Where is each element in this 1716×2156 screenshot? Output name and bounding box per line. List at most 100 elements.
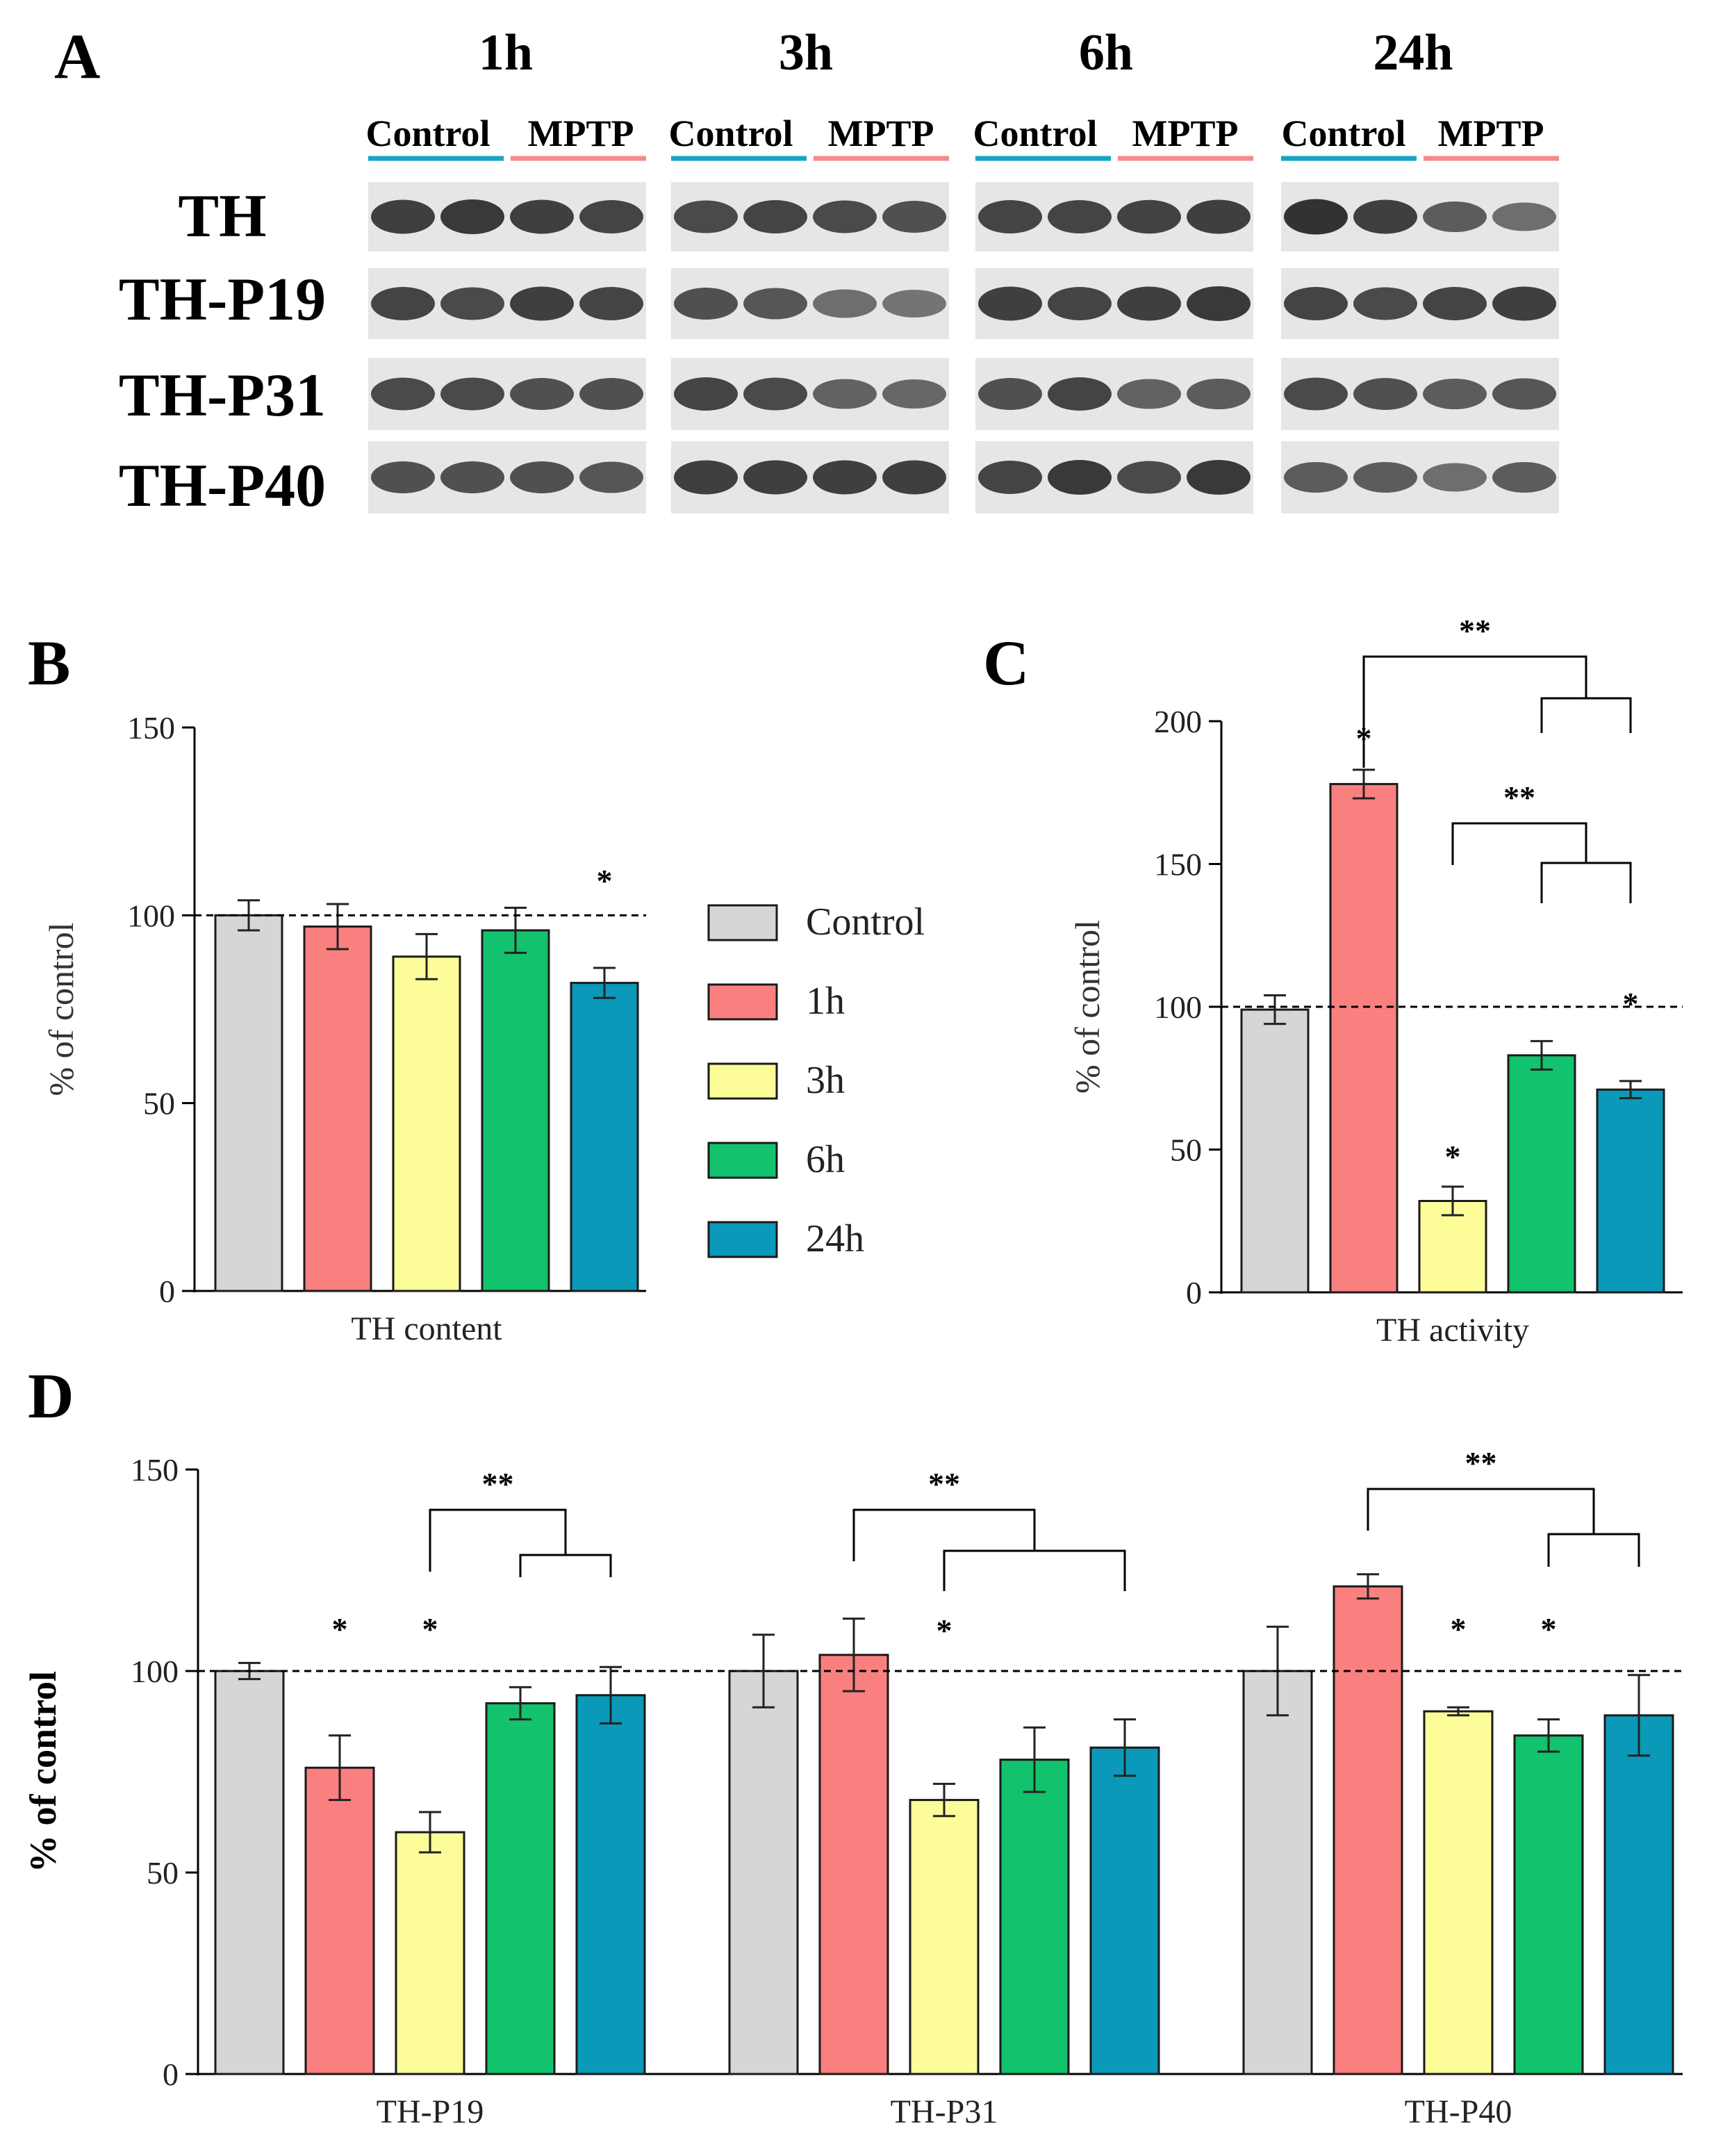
blot-band xyxy=(813,289,877,318)
blot-band xyxy=(674,200,738,233)
legend-swatch-1h xyxy=(707,983,778,1021)
blot-strips xyxy=(368,182,1559,513)
bracket-outer xyxy=(1362,655,1587,768)
blot-band xyxy=(978,200,1042,233)
significance-star: * xyxy=(1623,986,1639,1021)
y-tick-label: 50 xyxy=(143,1086,175,1121)
blot-band xyxy=(882,290,946,318)
y-tick-label: 100 xyxy=(1154,989,1202,1025)
y-tick-label: 150 xyxy=(1154,847,1202,882)
y-tick-label: 150 xyxy=(127,710,175,746)
blot-band xyxy=(1284,287,1348,320)
bar-24h-0 xyxy=(1596,1088,1665,1294)
bracket-outer xyxy=(852,1508,1036,1561)
legend-label-3h: 3h xyxy=(806,1059,845,1102)
bar-3h-0 xyxy=(395,1831,465,2075)
bar-6h-0 xyxy=(485,1702,556,2075)
blot-band xyxy=(978,461,1042,494)
bar-6h-0 xyxy=(1507,1054,1576,1294)
blot-band xyxy=(1423,287,1487,320)
blot-band xyxy=(743,200,807,233)
blot-band xyxy=(743,288,807,320)
blot-band xyxy=(510,461,574,493)
time-label-24h: 24h xyxy=(1373,24,1453,81)
category-label: TH content xyxy=(351,1310,502,1347)
bracket-outer xyxy=(429,1508,567,1572)
blot-band xyxy=(1423,379,1487,409)
bar-24h-0 xyxy=(570,982,639,1292)
bar-control-0 xyxy=(214,1670,285,2075)
y-tick-label: 50 xyxy=(1170,1133,1202,1168)
y-tick-label: 200 xyxy=(1154,704,1202,739)
panel-letter-c: C xyxy=(983,627,1029,698)
western-blot-panel: 1h 3h 6h 24h Control MPTP Control MPTP C… xyxy=(119,24,1559,520)
blot-band xyxy=(1187,379,1251,409)
group-label-control-1h: Control xyxy=(365,113,490,154)
blot-band xyxy=(1492,286,1556,321)
legend-swatch-control xyxy=(707,904,778,941)
time-label-6h: 6h xyxy=(1079,24,1133,81)
blot-band xyxy=(978,378,1042,410)
blot-band xyxy=(882,460,946,495)
blot-band xyxy=(440,199,504,234)
significance-star: * xyxy=(1541,1611,1557,1647)
category-label: TH-P31 xyxy=(891,2093,998,2130)
blot-band xyxy=(1423,201,1487,232)
y-tick-label: 100 xyxy=(127,898,175,933)
bracket-label: ** xyxy=(482,1466,514,1501)
chart-th-content: 0 50 100 150 % of control TH content * xyxy=(42,710,646,1347)
bracket-inner xyxy=(943,1549,1126,1591)
blot-band xyxy=(1353,462,1417,493)
blot-band xyxy=(510,286,574,321)
blot-band xyxy=(579,378,643,410)
category-label: TH-P40 xyxy=(1405,2093,1512,2130)
y-tick-label: 0 xyxy=(1186,1275,1202,1310)
blot-band xyxy=(1492,378,1556,410)
blot-band xyxy=(1187,199,1251,234)
blot-band xyxy=(1492,202,1556,231)
bar-control-0 xyxy=(1240,1008,1310,1294)
row-label-th: TH xyxy=(178,183,266,250)
blot-band xyxy=(371,377,435,411)
blot-band xyxy=(579,200,643,233)
blot-band xyxy=(1048,377,1112,411)
bar-1h-0 xyxy=(1329,782,1399,1294)
panel-letter-a: A xyxy=(54,21,100,92)
group-label-mptp-24h: MPTP xyxy=(1438,113,1544,154)
bracket-label: ** xyxy=(928,1466,960,1501)
group-label-control-6h: Control xyxy=(973,113,1097,154)
panel-letter-d: D xyxy=(28,1360,74,1431)
category-label: TH activity xyxy=(1376,1312,1529,1349)
blot-band xyxy=(1187,460,1251,495)
blot-band xyxy=(813,460,877,495)
blot-band xyxy=(743,377,807,411)
legend: Control 1h 3h 6h 24h xyxy=(707,900,925,1260)
significance-star: * xyxy=(937,1613,952,1648)
blot-band xyxy=(1423,463,1487,492)
blot-band xyxy=(674,460,738,495)
blot-band xyxy=(1187,286,1251,321)
blot-band xyxy=(440,461,504,493)
blot-band xyxy=(1353,199,1417,234)
legend-swatch-3h xyxy=(707,1062,778,1100)
blot-band xyxy=(579,287,643,320)
panel-letter-b: B xyxy=(28,627,70,698)
y-tick-label: 150 xyxy=(131,1452,179,1488)
row-label-th-p40: TH-P40 xyxy=(119,452,326,520)
blot-band xyxy=(1117,379,1181,409)
blot-band xyxy=(1048,200,1112,233)
blot-band xyxy=(1117,461,1181,494)
group-label-mptp-6h: MPTP xyxy=(1132,113,1239,154)
legend-swatch-6h xyxy=(707,1142,778,1179)
significance-star: * xyxy=(1451,1611,1467,1647)
blot-band xyxy=(1492,462,1556,493)
bar-1h-1 xyxy=(818,1654,889,2075)
bracket-inner xyxy=(1540,697,1632,733)
bar-control-1 xyxy=(728,1670,799,2075)
y-tick-label: 0 xyxy=(159,1274,175,1309)
legend-label-control: Control xyxy=(806,900,925,944)
bracket-inner xyxy=(1547,1533,1640,1567)
bracket-label: ** xyxy=(1465,1445,1497,1481)
